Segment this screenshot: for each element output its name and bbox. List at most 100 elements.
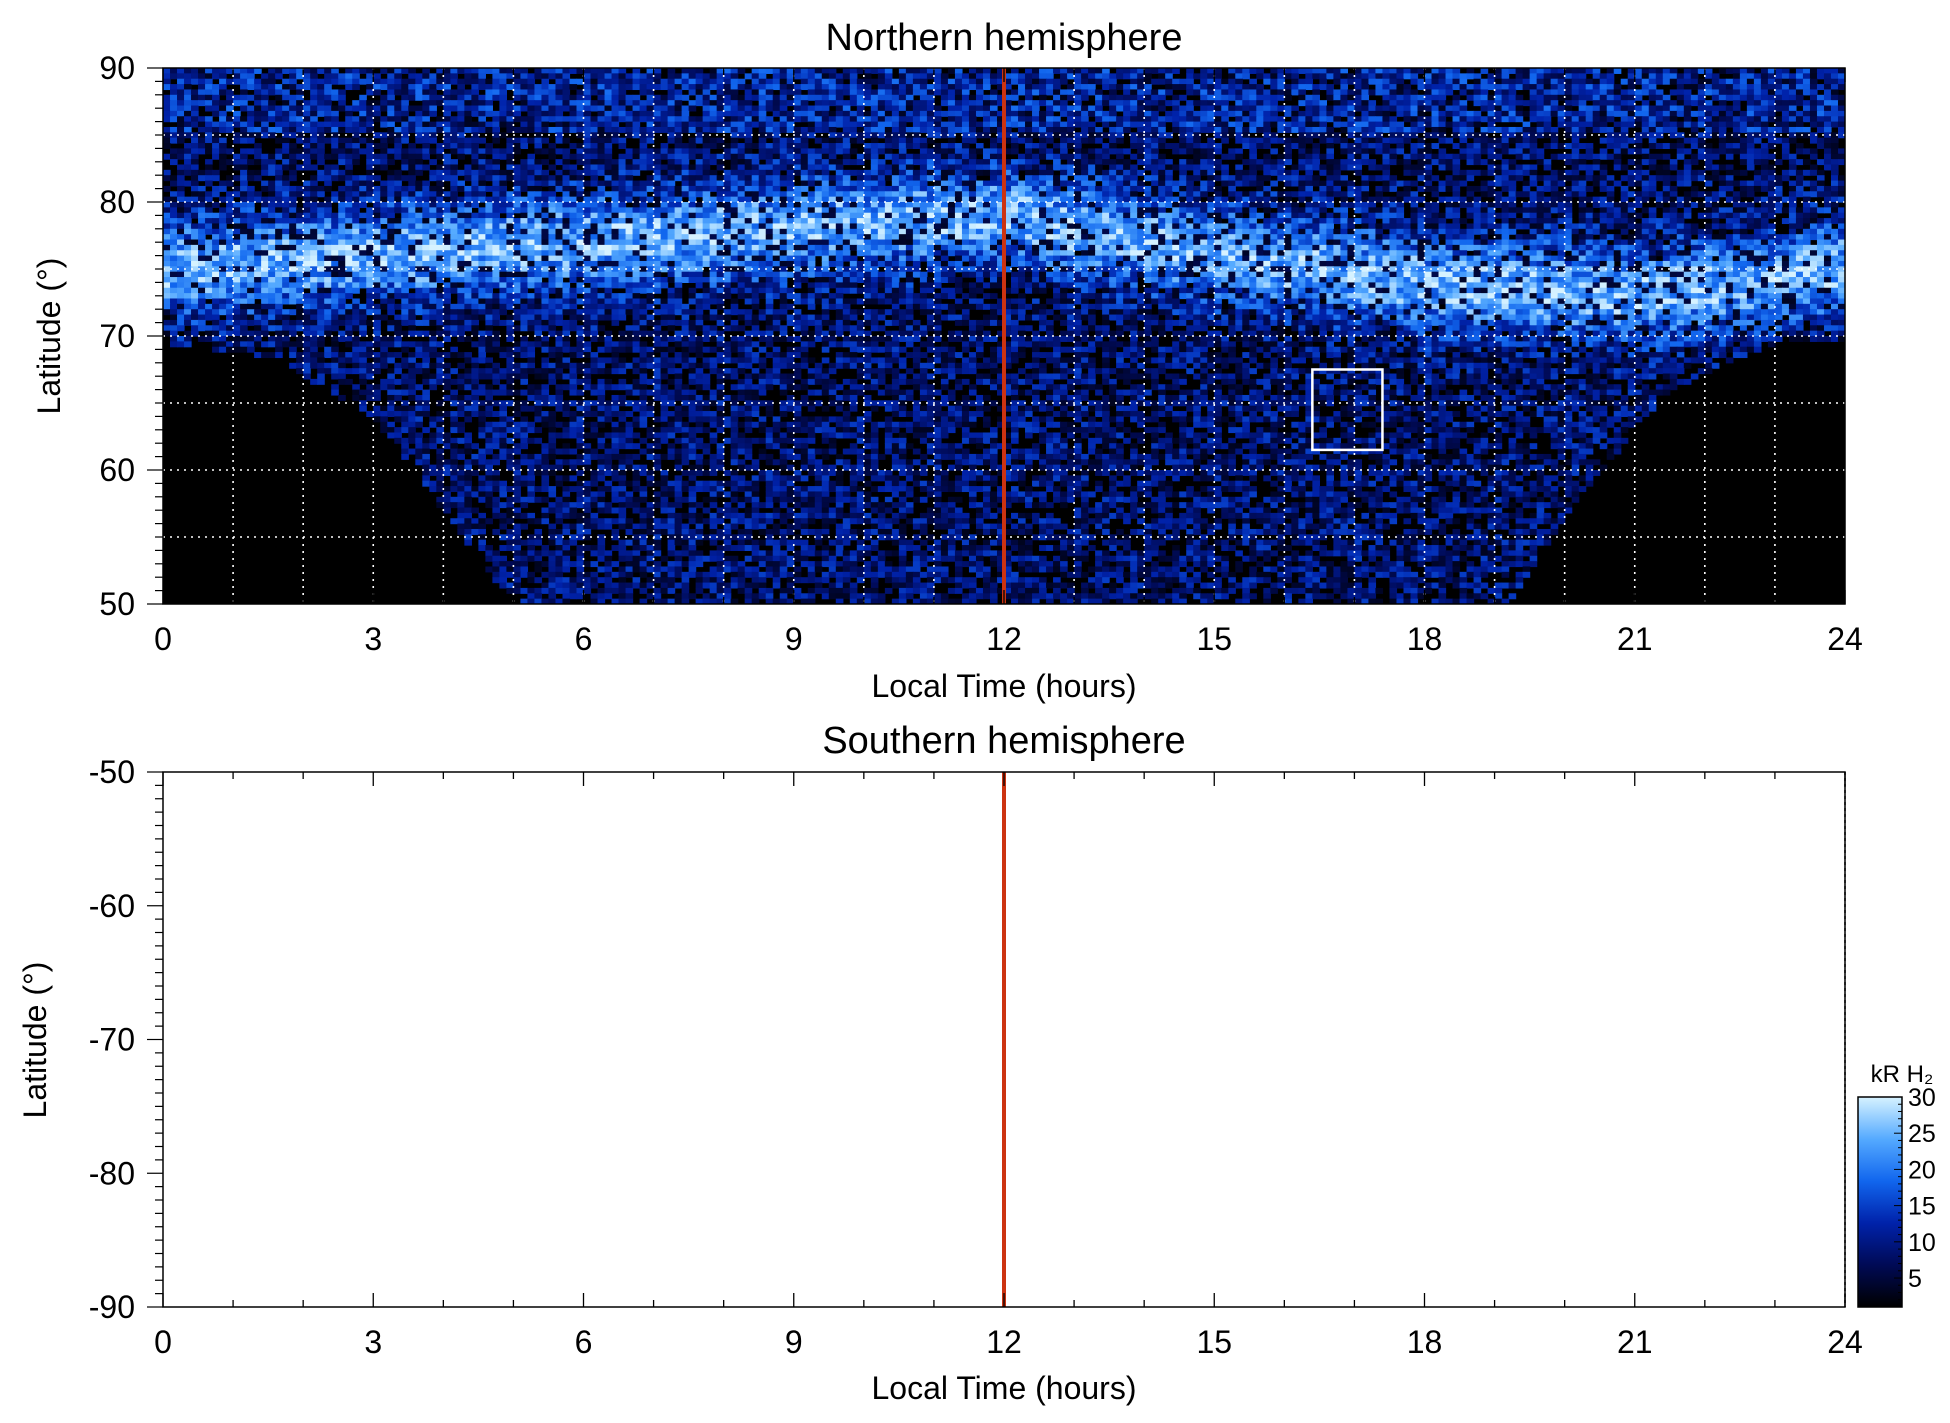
heatmap-cell (1291, 121, 1299, 128)
heatmap-cell (1214, 84, 1222, 91)
heatmap-cell (1746, 73, 1755, 80)
heatmap-cell (380, 164, 388, 171)
heatmap-cell (1529, 137, 1538, 144)
heatmap-cell (513, 185, 522, 192)
heatmap-cell (877, 164, 886, 171)
heatmap-cell (1438, 105, 1447, 112)
heatmap-cell (289, 169, 297, 176)
heatmap-cell (534, 169, 543, 176)
heatmap-cell (1564, 116, 1573, 123)
heatmap-cell (653, 175, 662, 182)
heatmap-cell (499, 175, 508, 182)
heatmap-cell (1578, 175, 1587, 182)
heatmap-cell (1501, 159, 1510, 166)
heatmap-cell (1662, 105, 1671, 112)
heatmap-cell (646, 159, 655, 166)
heatmap-cell (254, 148, 262, 155)
heatmap-cell (1809, 105, 1818, 112)
heatmap-cell (380, 196, 388, 203)
heatmap-cell (1823, 143, 1832, 149)
heatmap-cell (744, 148, 753, 155)
heatmap-cell (1193, 89, 1201, 96)
heatmap-cell (1634, 143, 1643, 149)
heatmap-cell (1081, 180, 1089, 187)
heatmap-cell (1256, 196, 1264, 203)
heatmap-cell (1130, 84, 1138, 91)
heatmap-cell (842, 143, 851, 149)
heatmap-cell (429, 196, 437, 203)
heatmap-cell (1011, 78, 1019, 85)
heatmap-cell (702, 137, 711, 144)
heatmap-cell (1557, 116, 1566, 123)
heatmap-cell (639, 84, 648, 91)
heatmap-cell (1417, 164, 1426, 171)
heatmap-cell (1347, 126, 1356, 133)
heatmap-cell (1312, 94, 1320, 101)
heatmap-cell (667, 169, 676, 176)
heatmap-cell (310, 73, 318, 80)
heatmap-cell (1165, 110, 1173, 117)
heatmap-cell (1011, 105, 1019, 112)
heatmap-cell (1291, 110, 1299, 117)
heatmap-cell (604, 180, 613, 187)
heatmap-cell (779, 175, 788, 182)
heatmap-cell (1837, 196, 1845, 203)
heatmap-cell (324, 175, 332, 182)
heatmap-cell (709, 121, 718, 128)
heatmap-cell (1494, 73, 1503, 80)
heatmap-cell (338, 191, 346, 198)
heatmap-cell (450, 89, 458, 96)
heatmap-cell (415, 191, 423, 198)
heatmap-cell (1620, 191, 1629, 198)
heatmap-cell (1634, 169, 1643, 176)
heatmap-cell (1725, 185, 1734, 192)
heatmap-cell (1620, 132, 1629, 139)
heatmap-cell (1676, 78, 1685, 85)
heatmap-cell (1711, 94, 1720, 101)
heatmap-cell (1361, 191, 1370, 198)
heatmap-cell (478, 73, 486, 80)
heatmap-cell (366, 196, 374, 203)
heatmap-cell (338, 105, 346, 112)
heatmap-cell (212, 191, 220, 198)
heatmap-cell (1144, 78, 1152, 85)
heatmap-cell (457, 137, 465, 144)
heatmap-cell (163, 143, 171, 149)
heatmap-cell (1298, 94, 1306, 101)
heatmap-cell (1767, 180, 1776, 187)
heatmap-cell (401, 196, 409, 203)
heatmap-cell (422, 196, 430, 203)
heatmap-cell (408, 180, 416, 187)
heatmap-cell (1284, 180, 1292, 187)
heatmap-cell (926, 105, 935, 112)
heatmap-cell (1613, 105, 1622, 112)
heatmap-cell (1648, 180, 1657, 187)
heatmap-cell (1207, 164, 1215, 171)
heatmap-cell (849, 191, 858, 198)
heatmap-cell (324, 169, 332, 176)
heatmap-cell (198, 202, 206, 208)
heatmap-cell (1830, 191, 1839, 198)
heatmap-cell (1697, 191, 1706, 198)
heatmap-cell (1081, 110, 1089, 117)
heatmap-cell (1389, 180, 1398, 187)
heatmap-cell (1550, 137, 1559, 144)
heatmap-cell (1074, 137, 1082, 144)
heatmap-cell (1760, 94, 1769, 101)
heatmap-cell (1207, 185, 1215, 192)
heatmap-cell (1207, 78, 1215, 85)
heatmap-cell (996, 196, 1005, 203)
heatmap-cell (1452, 126, 1461, 133)
heatmap-cell (513, 73, 522, 80)
heatmap-cell (702, 78, 711, 85)
heatmap-cell (282, 159, 290, 166)
heatmap-cell (1522, 169, 1531, 176)
heatmap-cell (492, 78, 500, 85)
heatmap-cell (1298, 185, 1306, 192)
heatmap-cell (576, 89, 585, 96)
heatmap-cell (569, 180, 578, 187)
heatmap-cell (1207, 73, 1215, 80)
heatmap-cell (1130, 169, 1138, 176)
heatmap-cell (919, 89, 928, 96)
heatmap-cell (1326, 180, 1334, 187)
